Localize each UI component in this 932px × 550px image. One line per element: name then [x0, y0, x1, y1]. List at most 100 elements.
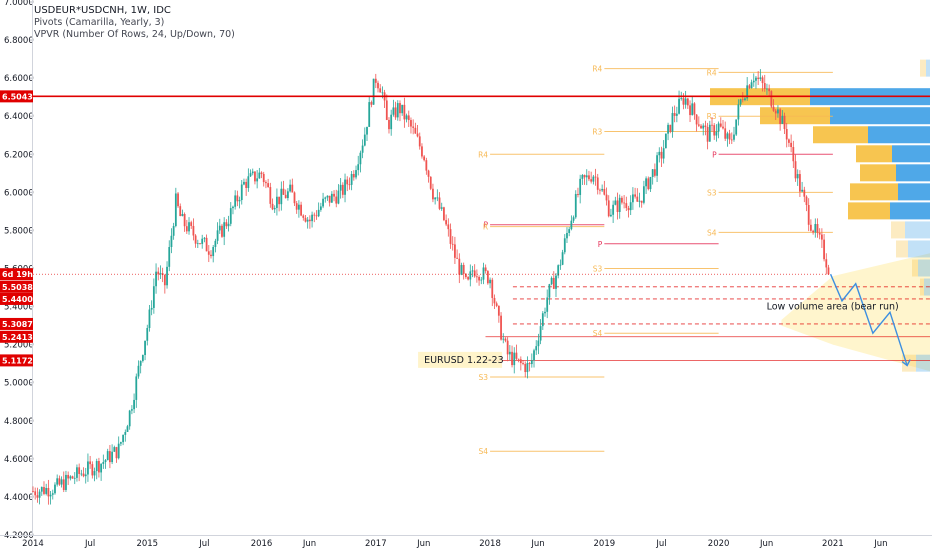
candle	[640, 200, 643, 208]
candle	[728, 129, 731, 145]
candle-body	[293, 192, 296, 204]
candle	[618, 194, 621, 219]
pivot-label: P	[598, 240, 603, 249]
candle-body	[678, 98, 680, 114]
candle	[605, 187, 608, 206]
candle-body	[757, 77, 760, 79]
candle	[653, 163, 656, 178]
x-tick-label: Jul	[198, 539, 209, 549]
candle-body	[717, 123, 720, 132]
candle-body	[256, 178, 259, 182]
candle-body	[306, 219, 309, 222]
vp-bar-up	[905, 221, 930, 239]
candle-body	[111, 451, 114, 463]
candle	[658, 147, 661, 163]
candle	[713, 123, 716, 140]
candle	[115, 446, 118, 463]
candle-body	[407, 115, 410, 121]
candle-body	[658, 151, 661, 156]
candle-body	[447, 224, 450, 230]
candle	[394, 101, 397, 120]
candle-body	[297, 204, 300, 210]
candle-body	[434, 197, 437, 200]
candle-body	[440, 207, 443, 209]
candle-body	[399, 103, 401, 114]
candle	[495, 301, 498, 308]
candle-body	[225, 222, 228, 227]
candle-body	[344, 179, 346, 195]
candle-body	[704, 125, 707, 128]
candle	[177, 192, 179, 208]
candle	[207, 245, 210, 263]
candle	[293, 191, 296, 206]
candle	[297, 200, 300, 218]
candle-body	[563, 238, 566, 253]
candle-body	[752, 80, 755, 83]
candle-body	[168, 247, 171, 267]
candle-body	[823, 239, 825, 260]
candle	[82, 467, 85, 478]
candle	[232, 205, 234, 215]
candle-body	[781, 115, 784, 124]
candle-body	[410, 120, 412, 127]
candle-body	[508, 351, 511, 355]
vp-bar-up	[892, 145, 930, 163]
candle-body	[394, 107, 397, 118]
candle	[607, 195, 610, 218]
candle	[715, 124, 718, 142]
candle	[98, 457, 100, 478]
candle	[533, 348, 535, 368]
price-label-box	[0, 280, 33, 293]
candle-body	[715, 131, 718, 136]
candle-body	[671, 113, 674, 132]
candle	[291, 178, 294, 193]
candle	[71, 475, 74, 479]
candle-body	[601, 188, 604, 191]
candle	[539, 319, 542, 345]
candle	[423, 155, 426, 162]
candle	[45, 483, 48, 496]
candle	[596, 173, 599, 195]
candle	[188, 217, 190, 235]
candle-body	[34, 491, 37, 496]
candle	[513, 347, 516, 374]
candle-body	[304, 217, 307, 222]
candle	[245, 178, 248, 196]
candle	[656, 152, 658, 182]
candle-body	[522, 363, 524, 364]
annotation-box	[418, 351, 503, 368]
candle-body	[805, 196, 808, 206]
candle	[445, 214, 448, 227]
candle-body	[130, 409, 133, 411]
candle-body	[486, 271, 489, 284]
x-tick-label: 2014	[22, 539, 44, 549]
vp-bar-down	[891, 221, 905, 239]
candle	[410, 117, 412, 134]
pivot-label: S3	[593, 265, 603, 274]
candle-body	[691, 103, 694, 116]
candle	[289, 179, 292, 193]
candle	[276, 188, 278, 216]
candle-body	[150, 307, 153, 310]
candle	[438, 192, 441, 211]
candle	[583, 174, 586, 185]
candle-body	[443, 207, 445, 221]
x-tick-label: 2015	[136, 539, 158, 549]
candle	[67, 471, 70, 485]
candle-body	[445, 220, 448, 225]
candle-body	[618, 197, 621, 212]
candle	[313, 212, 316, 223]
candle-body	[792, 147, 795, 162]
candle	[414, 122, 417, 134]
candle-body	[93, 471, 96, 476]
candle	[155, 263, 157, 294]
support-levels	[485, 286, 930, 361]
candle	[647, 176, 650, 191]
candle-body	[642, 186, 645, 203]
candle	[374, 73, 377, 89]
candle	[733, 126, 735, 142]
candle	[262, 171, 265, 187]
candle-body	[36, 495, 39, 498]
candle-body	[722, 126, 724, 129]
